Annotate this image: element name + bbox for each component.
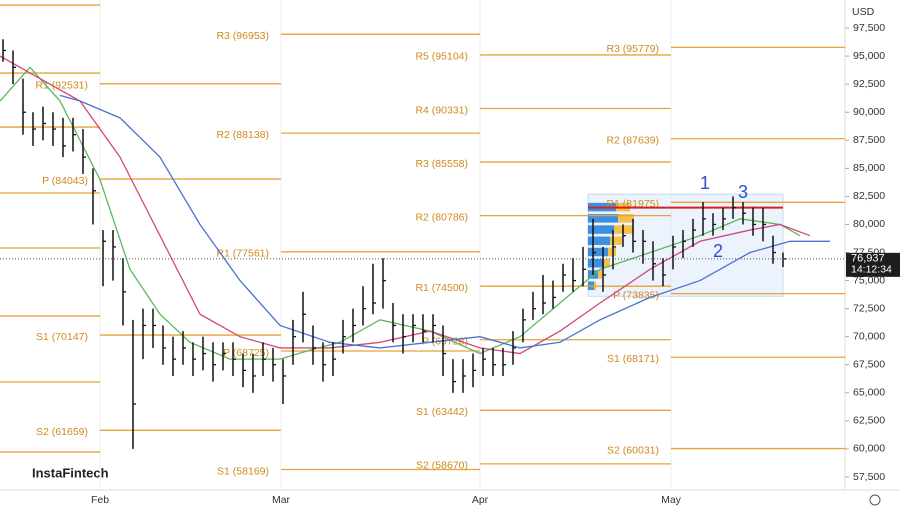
y-tick-label: 67,500 [853,359,885,371]
y-tick-label: 57,500 [853,471,885,483]
pivot-label: R2 (88138) [216,129,269,141]
wave-label: 1 [700,173,710,193]
pivot-label: R3 (95779) [606,43,659,55]
pivot-label: R3 (96953) [216,30,269,42]
pivot-label: P (84043) [42,175,88,187]
x-tick-label: Apr [472,494,489,506]
pivot-label: P (73835) [613,289,659,301]
pivot-label: R3 (85558) [415,158,468,170]
pivot-label: R5 (95104) [415,51,468,63]
y-tick-label: 85,000 [853,162,885,174]
y-tick-label: 75,000 [853,274,885,286]
pivot-label: S2 (58670) [416,460,468,472]
currency[interactable]: USD [852,6,875,18]
pivot-label: R4 (90331) [415,104,468,116]
volume-sell [588,236,610,246]
pivot-label: R2 (80786) [415,211,468,223]
pivot-label: R1 (74500) [415,282,468,294]
y-tick-label: 92,500 [853,78,885,90]
x-tick-label: Feb [91,494,109,506]
y-tick-label: 72,500 [853,302,885,314]
y-tick-label: 97,500 [853,22,885,34]
pivot-label: S2 (61659) [36,426,88,438]
volume-sell [588,247,608,257]
moving-average [0,66,801,360]
pivot-label: S1 (58169) [217,465,269,477]
y-tick-label: 95,000 [853,50,885,62]
volume-buy [608,247,616,257]
moving-average [59,94,830,349]
volume-sell [588,214,618,223]
last-price-box [846,252,900,277]
volume-buy [604,258,610,268]
wave-label: 3 [738,182,748,202]
settings-icon[interactable] [869,494,881,506]
y-tick-label: 90,000 [853,106,885,118]
volume-buy [598,270,602,279]
y-tick-label: 62,500 [853,415,885,427]
y-tick-label: 60,000 [853,443,885,455]
volume-sell [588,258,604,268]
y-tick-label: 70,000 [853,330,885,342]
pivot-label: S1 (70147) [36,331,88,343]
y-tick-label: 65,000 [853,387,885,399]
y-tick-label: 82,500 [853,190,885,202]
last-price-label: 76,937 [851,253,885,265]
wave-label: 2 [713,241,723,261]
volume-sell [588,225,614,234]
x-tick-label: May [661,494,682,506]
watermark: InstaFintech [32,465,109,480]
pivot-label: S1 (68171) [607,353,659,365]
y-tick-label: 87,500 [853,134,885,146]
pivot-label: S2 (60031) [607,444,659,456]
pivot-label: R1 (77561) [216,248,269,260]
volume-buy [618,214,634,223]
volume-buy [614,225,634,234]
y-tick-label: 80,000 [853,218,885,230]
pivot-label: S1 (63442) [416,406,468,418]
pivot-label: P (68725) [223,347,269,359]
x-tick-label: Mar [272,494,291,506]
countdown: 14:12:34 [851,264,892,276]
volume-buy [610,236,622,246]
pivot-label: R2 (87639) [606,135,659,147]
